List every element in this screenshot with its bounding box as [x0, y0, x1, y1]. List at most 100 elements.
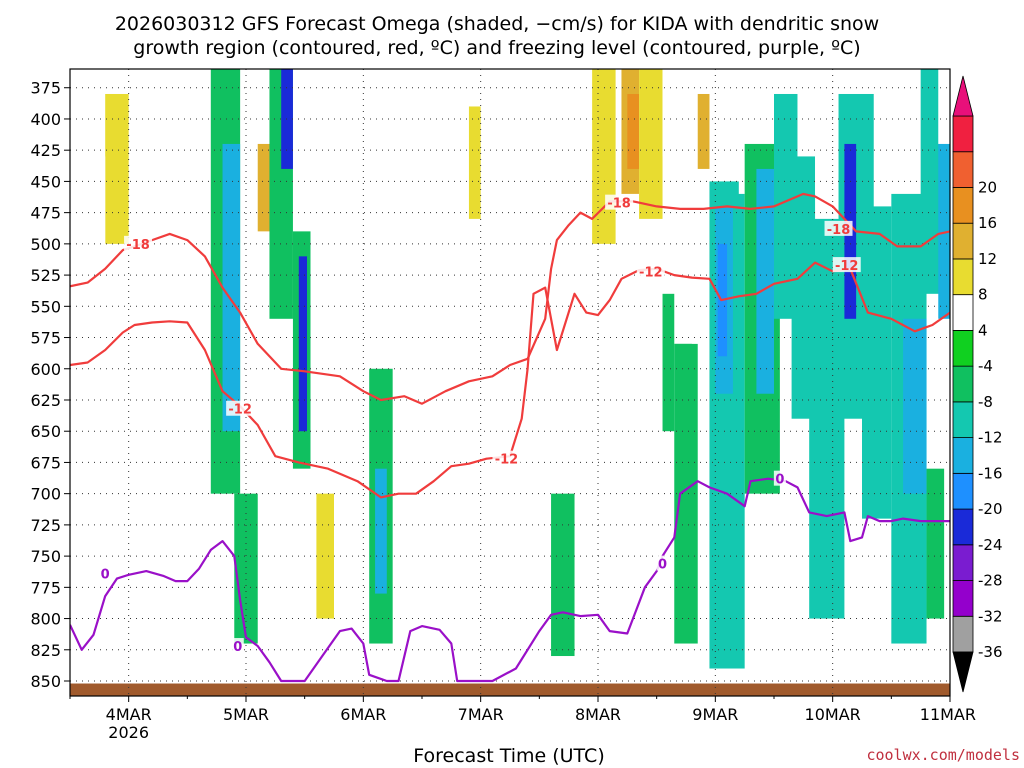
x-tick-label-0: 4MAR: [106, 705, 152, 724]
omega-cell-30: [592, 69, 616, 244]
omega-cell-32: [627, 93, 640, 169]
colorbar: -36 -32 -28 -24 -20 -16 -12 -8 -4 4 8 12 16 20: [952, 75, 1003, 693]
x-axis: 4MAR 5MAR 6MAR 7MAR 8MAR 9MAR 10MAR 11MAR 2026: [69, 696, 976, 742]
y-tick-label-5: 500: [30, 235, 61, 254]
colorbar-box-9: [952, 294, 974, 331]
colorbar-label-12: 16: [978, 214, 997, 232]
omega-cell-19: [375, 468, 387, 594]
contour-label-2-3: 0: [775, 473, 784, 488]
omega-cell-26: [486, 93, 510, 269]
contour-label-0-0: -18: [126, 238, 150, 253]
x-tick-label-1: 5MAR: [223, 705, 269, 724]
colorbar-label-8: -4: [978, 357, 993, 375]
omega-cell-11: [281, 69, 293, 169]
colorbar-label-0: -36: [978, 643, 1003, 661]
contour-label-bg-2-2: [656, 555, 669, 571]
omega-cell-21: [416, 418, 434, 594]
y-tick-label-1: 400: [30, 110, 61, 129]
colorbar-box-13: [952, 151, 974, 188]
colorbar-label-6: -12: [978, 429, 1003, 447]
contour-label-2-2: 0: [658, 558, 667, 573]
omega-cell-33: [639, 69, 663, 219]
omega-cell-34: [662, 69, 681, 157]
contour-label-bg-1-0: [226, 400, 255, 416]
x-tick-label-2: 6MAR: [340, 705, 386, 724]
y-tick-label-2: 425: [30, 141, 61, 160]
contour-label-bg-0-1: [605, 194, 634, 210]
colorbar-box-10: [952, 258, 974, 296]
omega-cell-28: [551, 493, 575, 657]
colorbar-box-1: [952, 580, 974, 617]
omega-cell-52: [873, 81, 898, 207]
colorbar-box-2: [952, 544, 974, 581]
colorbar-label-13: 20: [978, 178, 997, 196]
omega-cell-1: [105, 93, 129, 244]
y-axis: 375 400 425 450 475 500 525 550 575 600 625 650 675 7…: [30, 79, 70, 691]
y-tick-label-10: 625: [30, 391, 61, 410]
omega-cell-35: [662, 293, 675, 432]
contour-label-2-1: 0: [233, 640, 242, 655]
contour-label-bg-1-1: [492, 450, 521, 466]
omega-cell-44: [756, 168, 774, 394]
colorbar-label-5: -16: [978, 464, 1003, 482]
colorbar-label-2: -28: [978, 572, 1003, 590]
omega-cell-2: [81, 156, 106, 357]
colorbar-label-11: 12: [978, 250, 997, 268]
colorbar-over-arrow: [952, 75, 974, 117]
contour-label-1-0: -12: [228, 403, 252, 418]
chart-title-line-1: 2026030312 GFS Forecast Omega (shaded, −…: [115, 13, 879, 35]
y-tick-label-4: 475: [30, 204, 61, 223]
omega-cell-25: [468, 518, 493, 644]
omega-cell-6: [222, 143, 241, 432]
colorbar-box-4: [952, 472, 974, 510]
y-tick-label-12: 675: [30, 453, 61, 472]
contour-label-0-2: -18: [827, 223, 851, 238]
contour-label-1-2: -12: [639, 265, 663, 280]
omega-cell-54: [903, 318, 927, 494]
terrain-band: [70, 683, 950, 696]
colorbar-label-3: -24: [978, 536, 1003, 554]
y-tick-label-14: 725: [30, 516, 61, 535]
y-tick-label-11: 650: [30, 422, 61, 441]
omega-cell-46: [791, 156, 816, 419]
omega-cell-27: [556, 118, 575, 319]
y-tick-label-0: 375: [30, 79, 61, 98]
contour-lines: -18 -18 -18 -12 -12 -12 -12 0 0 0 0: [70, 192, 950, 683]
omega-cell-15: [316, 493, 334, 619]
y-tick-label-18: 825: [30, 641, 61, 660]
colorbar-box-8: [952, 329, 974, 367]
colorbar-box-14: [952, 115, 974, 153]
x-tick-label-4: 8MAR: [575, 705, 621, 724]
contour-label-bg-2-3: [773, 470, 786, 486]
colorbar-box-0: [952, 615, 974, 653]
colorbar-box-7: [952, 365, 974, 403]
omega-cell-36: [674, 343, 698, 644]
contour-label-2-0: 0: [101, 568, 110, 583]
contour-line-1: [70, 261, 950, 499]
contour-label-1-1: -12: [495, 453, 519, 468]
omega-cell-24: [468, 106, 481, 219]
colorbar-under-arrow: [952, 651, 974, 693]
colorbar-label-4: -20: [978, 500, 1003, 518]
contour-label-bg-1-3: [832, 257, 861, 273]
x-tick-label-7: 11MAR: [920, 705, 976, 724]
x-axis-title: Forecast Time (UTC): [413, 745, 604, 767]
y-tick-label-15: 750: [30, 547, 61, 566]
y-tick-label-3: 450: [30, 172, 61, 191]
colorbar-label-9: 4: [978, 321, 988, 339]
contour-line-2: [70, 477, 950, 683]
colorbar-box-3: [952, 508, 974, 546]
omega-cell-14: [310, 218, 340, 519]
x-tick-label-5: 9MAR: [692, 705, 738, 724]
y-tick-label-9: 600: [30, 360, 61, 379]
x-year-label: 2026: [108, 723, 149, 742]
colorbar-box-11: [952, 222, 974, 260]
contour-label-bg-2-1: [231, 638, 244, 654]
y-tick-label-13: 700: [30, 485, 61, 504]
colorbar-box-12: [952, 187, 974, 224]
omega-cell-13: [298, 256, 308, 432]
omega-cell-56: [926, 468, 945, 619]
credit-text: coolwx.com/models: [866, 746, 1020, 764]
omega-cell-38: [697, 93, 710, 169]
